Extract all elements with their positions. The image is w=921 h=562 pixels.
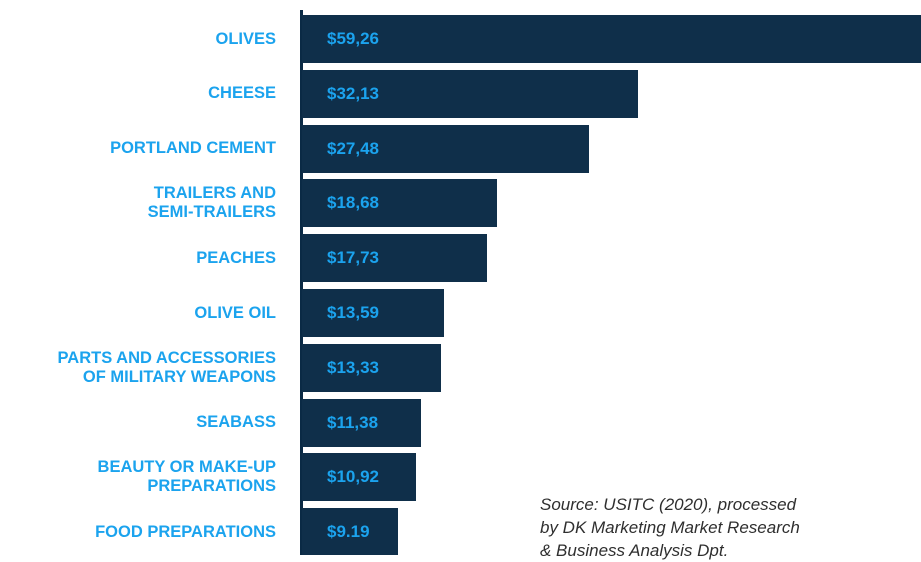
category-label: OLIVE OIL — [194, 303, 276, 322]
bar-value-label: $11,38 — [327, 412, 379, 432]
category-label: CHEESE — [208, 84, 276, 103]
category-label: SEABASS — [196, 413, 276, 432]
category-axis-line — [300, 10, 303, 555]
bar-value-label: $32,13 — [327, 83, 379, 103]
bar — [302, 343, 441, 392]
category-label: BEAUTY OR MAKE-UP PREPARATIONS — [97, 458, 276, 496]
category-label: PEACHES — [196, 248, 276, 267]
bar — [302, 179, 497, 228]
bar-value-label: $9.19 — [327, 522, 370, 542]
bar — [302, 69, 638, 118]
bar — [302, 453, 416, 502]
bar — [302, 15, 921, 63]
category-label: OLIVES — [215, 29, 276, 48]
category-label: PARTS AND ACCESSORIES OF MILITARY WEAPON… — [57, 348, 277, 386]
bar-value-label: $13,59 — [327, 303, 379, 322]
bar-value-label: $17,73 — [327, 248, 379, 268]
category-label: FOOD PREPARATIONS — [95, 522, 276, 541]
bar — [302, 398, 421, 447]
bar — [302, 124, 589, 173]
bar-value-label: $13,33 — [327, 357, 379, 377]
category-label: PORTLAND CEMENT — [110, 139, 276, 158]
bar-value-label: $59,26 — [327, 29, 379, 48]
bar — [302, 508, 398, 555]
source-note: Source: USITC (2020), processed by DK Ma… — [540, 495, 800, 560]
bar-value-label: $27,48 — [327, 138, 379, 158]
bar — [302, 289, 444, 337]
bar-value-label: $18,68 — [327, 193, 379, 213]
bar — [302, 234, 487, 283]
category-label: TRAILERS AND SEMI-TRAILERS — [147, 184, 276, 222]
bar-value-label: $10,92 — [327, 467, 379, 487]
